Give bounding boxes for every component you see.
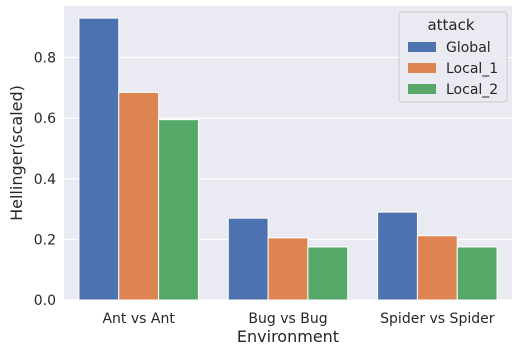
legend-items: Global Local_1 Local_2 xyxy=(408,40,498,98)
x-tick-labels: Ant vs Ant Bug vs Bug Spider vs Spider xyxy=(102,311,494,327)
bar-local-1 xyxy=(118,91,160,301)
bar-global xyxy=(78,17,120,301)
legend-swatch xyxy=(408,42,436,52)
legend-swatch xyxy=(408,63,436,73)
y-axis-label: Hellinger(scaled) xyxy=(7,85,26,221)
legend-label: Global xyxy=(446,40,491,56)
y-tick-label: 0.8 xyxy=(34,51,56,67)
legend-label: Local_2 xyxy=(446,82,498,98)
legend-swatch xyxy=(408,84,436,94)
x-tick-label: Spider vs Spider xyxy=(380,311,495,327)
x-axis-label: Environment xyxy=(237,327,339,346)
bar-local-1 xyxy=(416,235,458,301)
legend-title: attack xyxy=(427,16,474,34)
legend-label: Local_1 xyxy=(446,61,498,77)
x-tick-label: Bug vs Bug xyxy=(248,311,327,327)
x-tick-label: Ant vs Ant xyxy=(102,311,175,327)
bar-local-1 xyxy=(267,237,309,301)
y-tick-label: 0.2 xyxy=(34,232,56,248)
bars xyxy=(78,17,498,301)
bar-local-2 xyxy=(307,246,349,301)
y-tick-label: 0.4 xyxy=(34,172,56,188)
legend-box xyxy=(398,11,508,103)
bar-local-2 xyxy=(456,246,498,301)
y-tick-label: 0.0 xyxy=(34,293,56,309)
bar-local-2 xyxy=(158,119,199,301)
y-tick-labels: 0.0 0.2 0.4 0.6 0.8 xyxy=(34,51,56,309)
legend: attack Global Local_1 Local_2 xyxy=(398,11,508,103)
bar-global xyxy=(227,217,269,301)
bar-global xyxy=(377,211,418,301)
y-tick-label: 0.6 xyxy=(34,111,56,127)
